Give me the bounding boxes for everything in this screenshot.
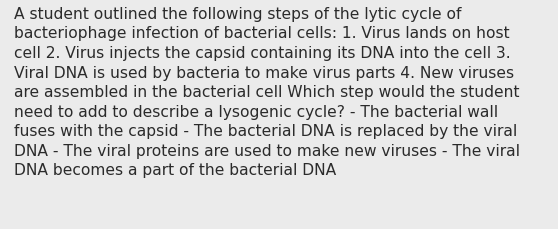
Text: A student outlined the following steps of the lytic cycle of
bacteriophage infec: A student outlined the following steps o… (14, 7, 520, 178)
